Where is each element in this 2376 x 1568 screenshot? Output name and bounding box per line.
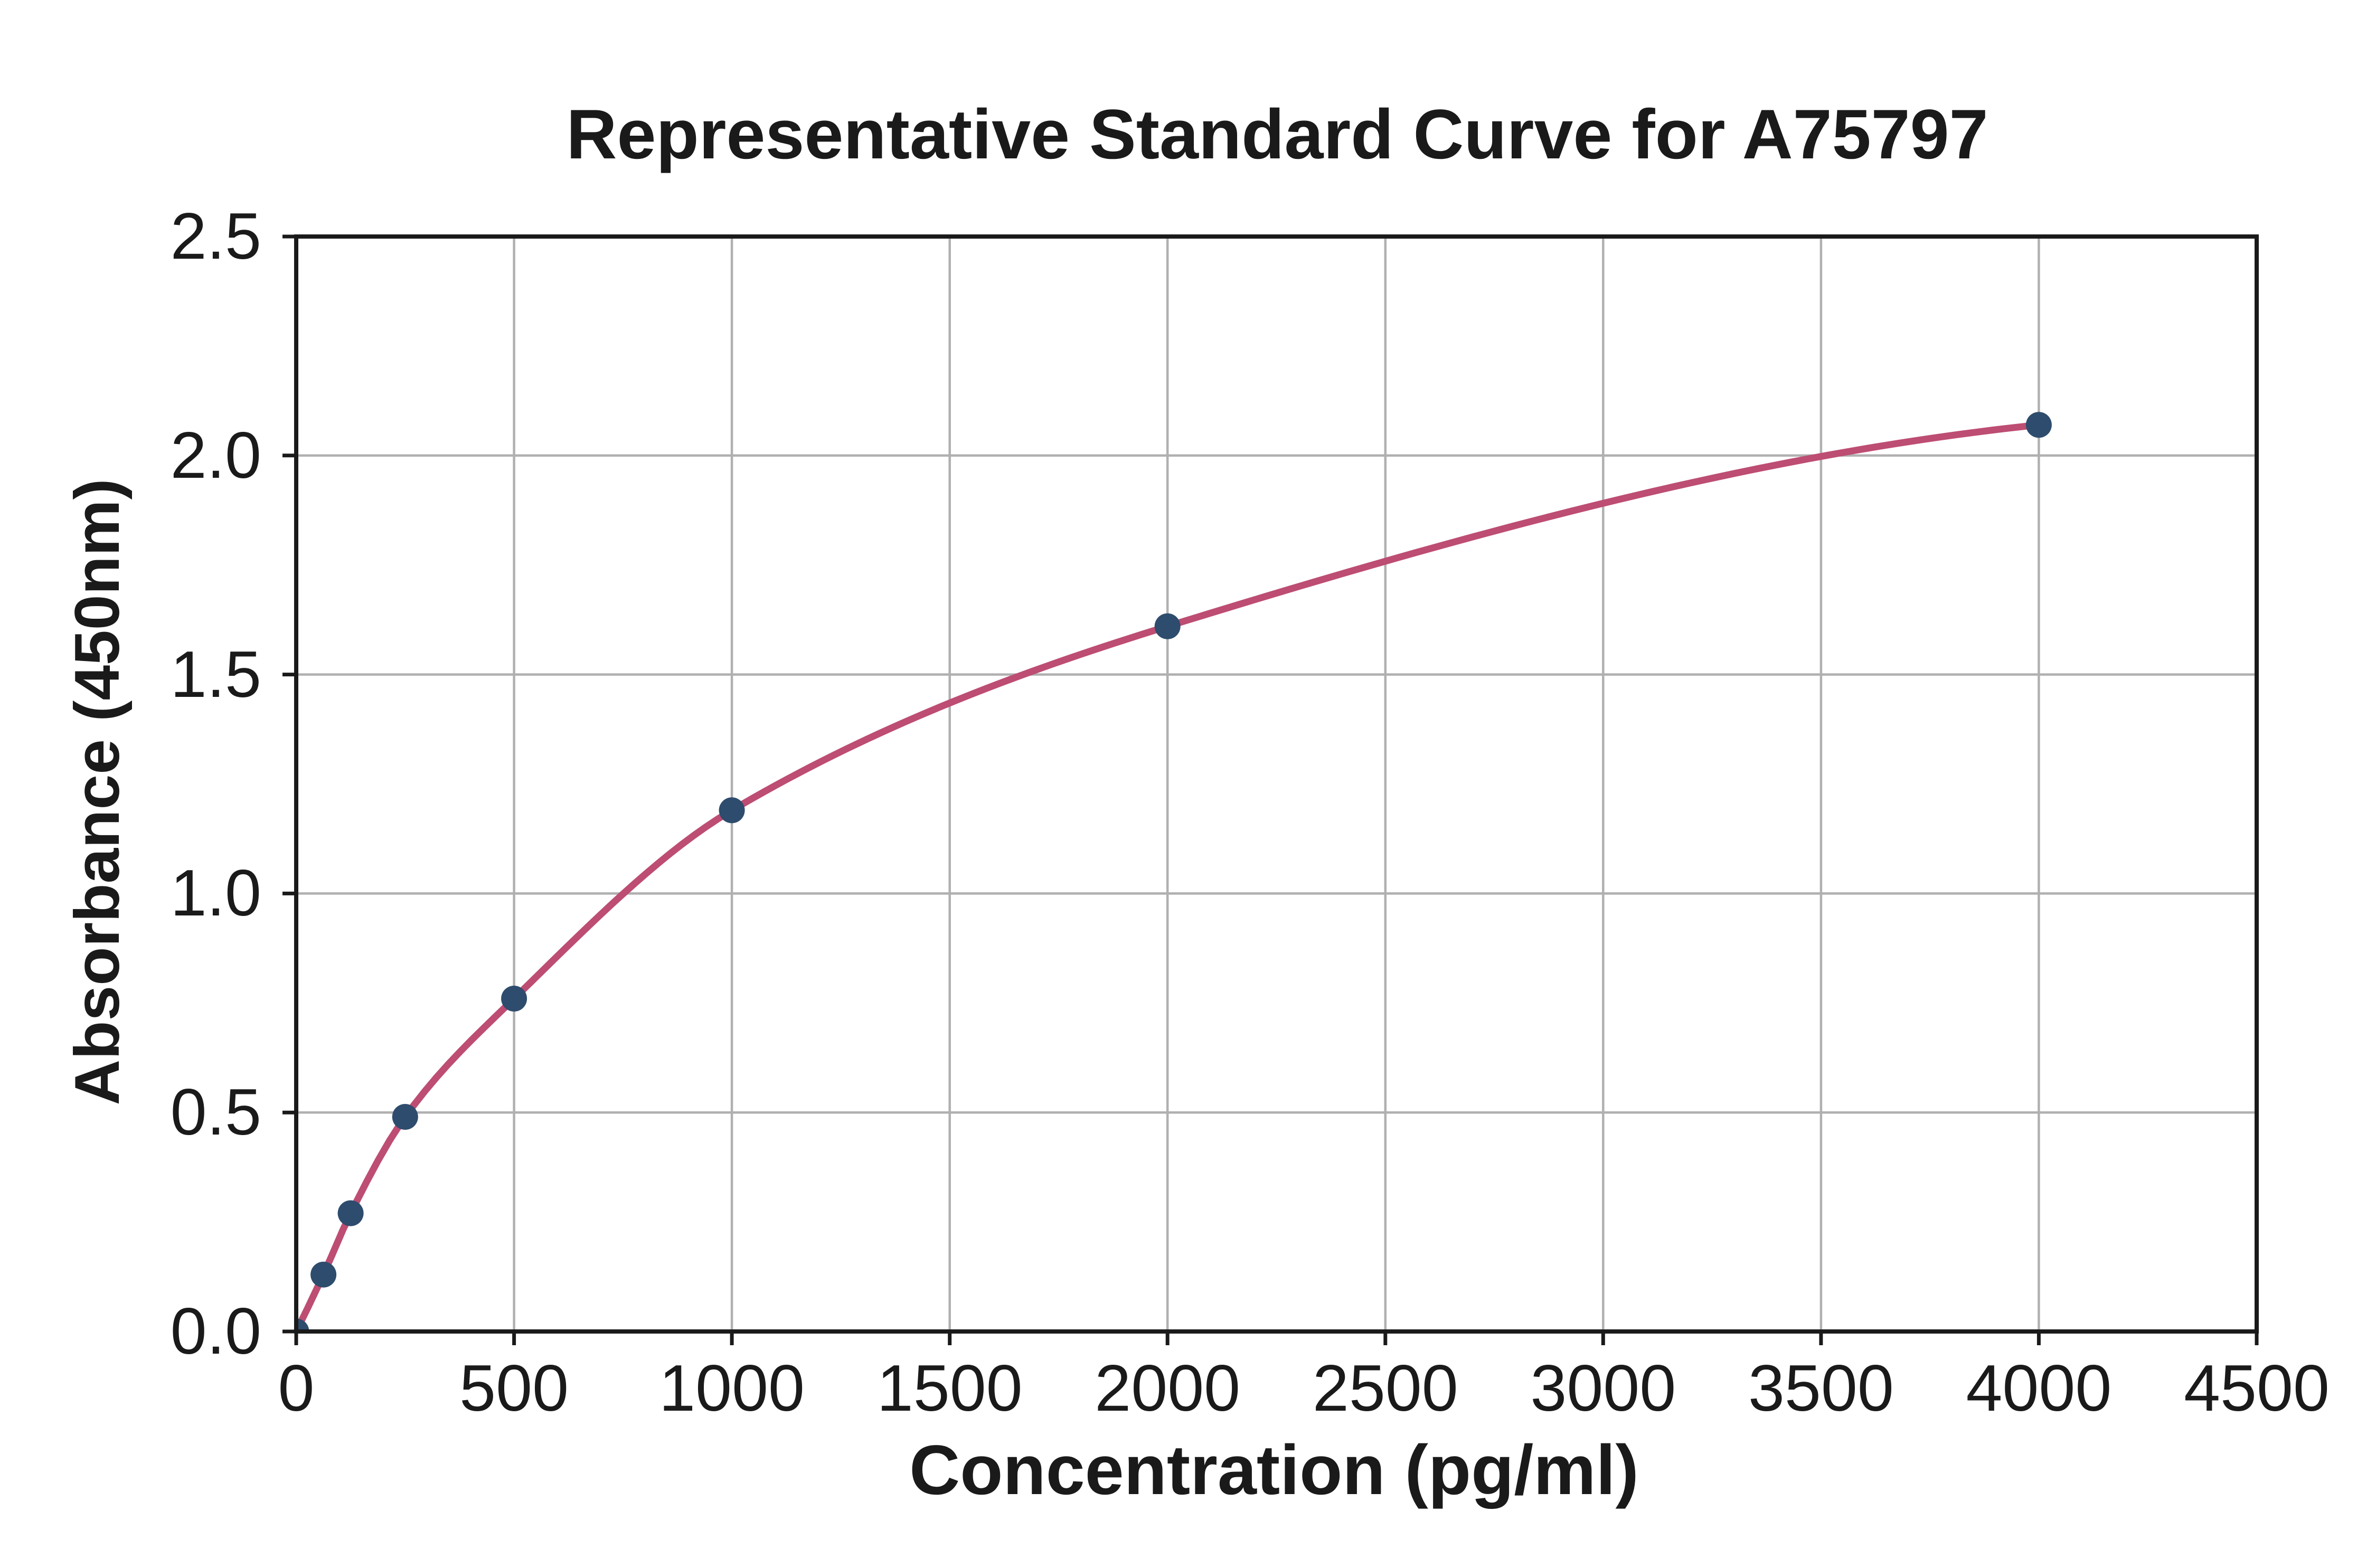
svg-text:3000: 3000	[1530, 1352, 1676, 1425]
svg-text:2500: 2500	[1313, 1352, 1458, 1425]
svg-text:1000: 1000	[659, 1352, 805, 1425]
svg-text:0.5: 0.5	[171, 1076, 261, 1149]
svg-text:Representative Standard Curve: Representative Standard Curve for A75797	[566, 96, 1988, 174]
svg-text:1.0: 1.0	[171, 857, 261, 930]
svg-text:Absorbance (450nm): Absorbance (450nm)	[62, 479, 133, 1106]
svg-text:4000: 4000	[1966, 1352, 2111, 1425]
svg-text:1500: 1500	[877, 1352, 1023, 1425]
svg-text:Concentration (pg/ml): Concentration (pg/ml)	[909, 1431, 1639, 1509]
svg-text:2.5: 2.5	[171, 200, 261, 273]
svg-text:0: 0	[278, 1352, 315, 1425]
svg-text:4500: 4500	[2184, 1352, 2330, 1425]
svg-text:3500: 3500	[1748, 1352, 1894, 1425]
svg-text:2.0: 2.0	[171, 419, 261, 492]
svg-text:0.0: 0.0	[171, 1295, 261, 1368]
svg-text:1.5: 1.5	[171, 638, 261, 711]
svg-text:500: 500	[459, 1352, 569, 1425]
svg-text:2000: 2000	[1095, 1352, 1240, 1425]
